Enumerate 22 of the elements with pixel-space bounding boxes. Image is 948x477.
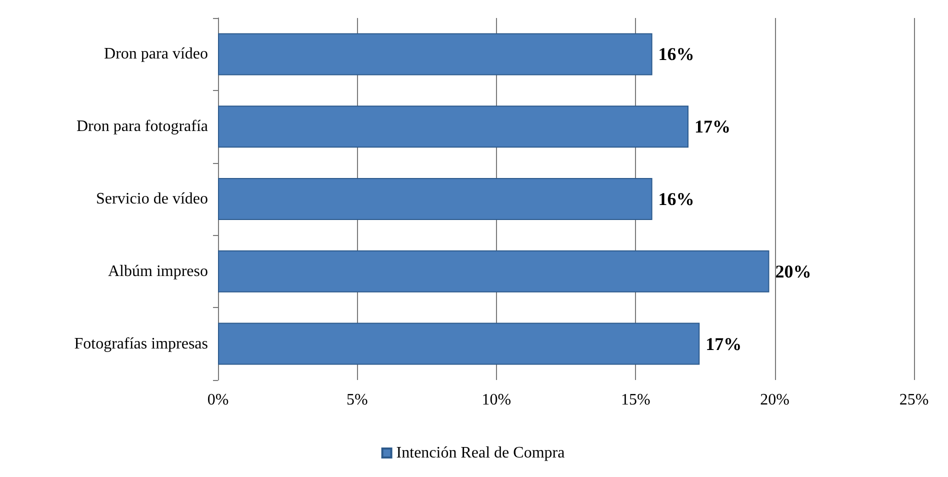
data-label: 16% (658, 189, 694, 209)
bar (218, 106, 688, 148)
x-tick-label: 15% (620, 392, 650, 408)
data-label: 20% (775, 261, 812, 282)
x-tick-label: 10% (482, 392, 512, 408)
data-label: 16% (658, 44, 694, 64)
y-tick-label: Dron para fotografía (76, 118, 208, 136)
x-tick-label: 25% (899, 392, 929, 408)
x-tick-label: 20% (760, 392, 790, 408)
data-label: 17% (706, 334, 742, 354)
y-tick-label: Fotografías impresas (74, 335, 208, 352)
bar (218, 178, 652, 220)
bar (218, 250, 770, 292)
y-tick-label: Dron para vídeo (104, 46, 208, 63)
y-tick-label: Servicio de vídeo (96, 190, 208, 208)
data-label: 17% (694, 116, 730, 137)
x-tick-label: 0% (207, 392, 229, 408)
x-tick-label: 5% (346, 392, 368, 408)
legend-label: Intención Real de Compra (396, 444, 565, 462)
bar (218, 33, 652, 76)
y-tick-label: Albúm impreso (108, 262, 208, 280)
bar (218, 322, 700, 365)
